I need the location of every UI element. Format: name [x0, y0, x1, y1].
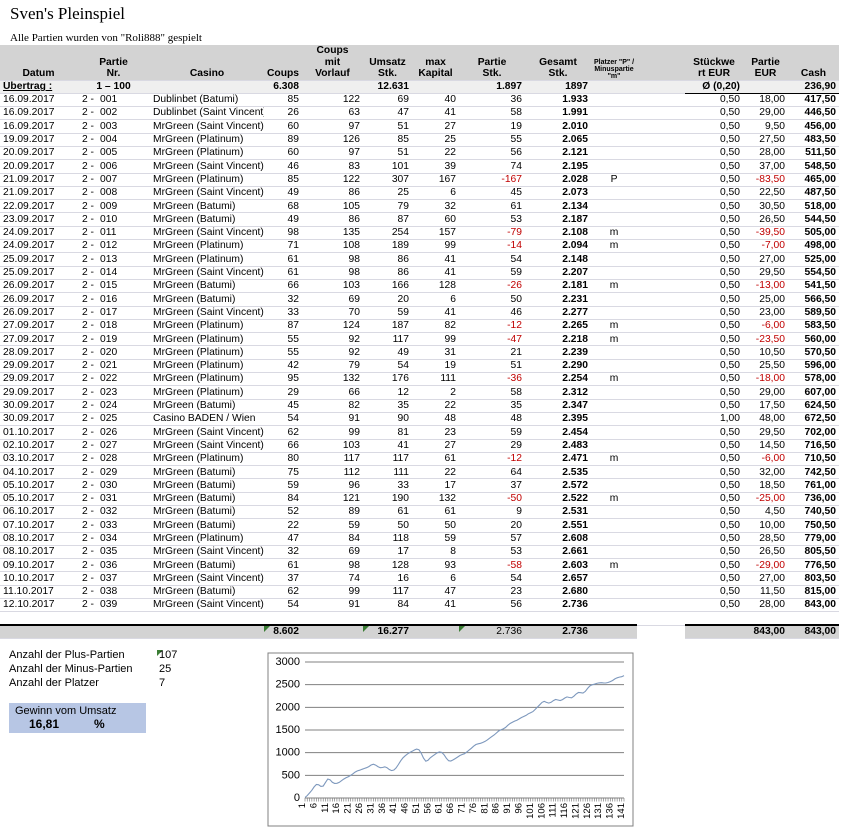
svg-text:56: 56	[422, 803, 433, 814]
svg-text:21: 21	[343, 803, 354, 814]
svg-text:0: 0	[294, 792, 300, 804]
svg-text:141: 141	[616, 803, 627, 819]
svg-text:2000: 2000	[276, 701, 300, 713]
svg-text:1500: 1500	[276, 724, 300, 736]
svg-text:66: 66	[445, 803, 456, 814]
svg-text:41: 41	[388, 803, 399, 814]
svg-text:106: 106	[536, 803, 547, 819]
svg-text:71: 71	[457, 803, 468, 814]
svg-text:16: 16	[331, 803, 342, 814]
svg-text:61: 61	[434, 803, 445, 814]
svg-text:500: 500	[282, 769, 300, 781]
svg-text:131: 131	[593, 803, 604, 819]
svg-text:11: 11	[320, 803, 331, 813]
svg-text:86: 86	[491, 803, 502, 814]
svg-text:36: 36	[377, 803, 388, 814]
svg-text:81: 81	[479, 803, 490, 814]
svg-text:46: 46	[400, 803, 411, 814]
svg-text:31: 31	[365, 803, 376, 814]
svg-text:26: 26	[354, 803, 365, 814]
svg-text:121: 121	[570, 803, 581, 819]
svg-text:1: 1	[297, 803, 308, 808]
svg-text:91: 91	[502, 803, 513, 814]
svg-text:6: 6	[308, 803, 319, 808]
svg-text:2500: 2500	[276, 679, 300, 691]
svg-text:126: 126	[582, 803, 593, 819]
svg-text:51: 51	[411, 803, 422, 814]
svg-text:1000: 1000	[276, 747, 300, 759]
svg-text:101: 101	[525, 803, 536, 819]
svg-text:3000: 3000	[276, 656, 300, 668]
svg-text:111: 111	[548, 803, 559, 817]
svg-text:116: 116	[559, 803, 570, 818]
svg-text:96: 96	[513, 803, 524, 814]
svg-text:136: 136	[605, 803, 616, 819]
svg-text:76: 76	[468, 803, 479, 814]
